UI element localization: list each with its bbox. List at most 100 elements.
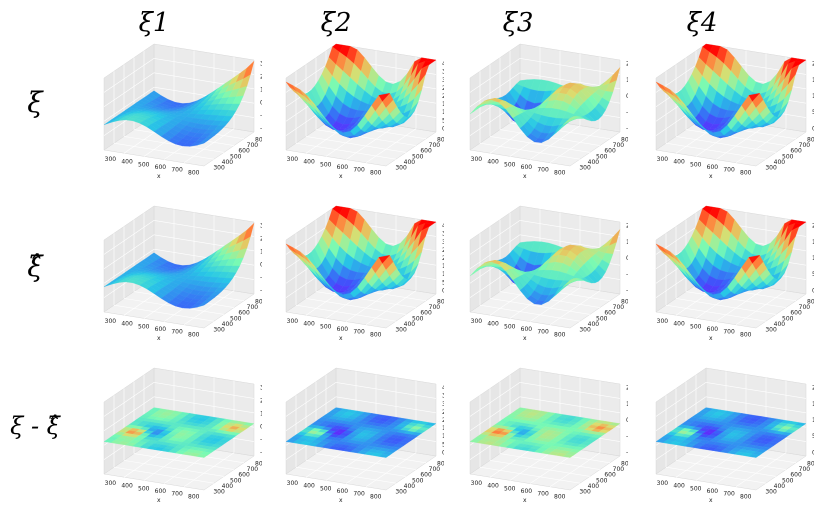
grid-line xyxy=(665,466,767,484)
z-tick-label: 200 xyxy=(626,223,628,230)
z-tick-label: 10 xyxy=(260,249,262,256)
surface-plot-svg: 200150100500300400500600700800x300400500… xyxy=(655,43,814,180)
x-tick-label: 500 xyxy=(320,161,332,168)
grid-line xyxy=(103,86,155,122)
grid-line xyxy=(305,298,407,315)
x-tick-label: 700 xyxy=(171,491,183,498)
grid-line xyxy=(469,58,521,93)
x-axis-label: x xyxy=(709,173,713,180)
z-tick-label: 35 xyxy=(442,231,444,238)
row-header-xi-diff: ξ - ξ̂ xyxy=(10,412,60,440)
y-tick-label: 400 xyxy=(774,321,786,328)
x-tick-label: 300 xyxy=(105,480,117,487)
x-tick-label: 600 xyxy=(707,164,719,171)
z-tick-label: 15 xyxy=(442,425,444,432)
z-tick-label: -20 xyxy=(260,287,262,294)
x-tick-label: 400 xyxy=(673,321,685,328)
y-tick-label: 300 xyxy=(213,489,225,496)
grid-line xyxy=(123,460,225,477)
surface-patch xyxy=(748,92,761,102)
y-tick-label: 400 xyxy=(404,483,416,490)
x-tick-label: 300 xyxy=(105,318,117,325)
y-tick-label: 600 xyxy=(238,310,250,317)
x-tick-label: 400 xyxy=(487,321,499,328)
z-tick-label: -200 xyxy=(626,125,628,132)
grid-line xyxy=(295,466,397,484)
surface-plot: 2001000-100-200300400500600700800x300400… xyxy=(428,362,628,512)
x-tick-label: 400 xyxy=(303,483,315,490)
z-tick-label: 20 xyxy=(260,236,262,243)
z-tick-label: 50 xyxy=(812,109,814,116)
x-axis-label: x xyxy=(523,173,527,180)
grid-line xyxy=(123,298,225,315)
y-tick-label: 600 xyxy=(790,310,802,317)
x-tick-label: 400 xyxy=(303,159,315,166)
y-tick-label: 500 xyxy=(596,477,608,484)
grid-line xyxy=(655,396,707,432)
y-tick-label: 600 xyxy=(604,472,616,479)
y-tick-label: 500 xyxy=(412,153,424,160)
grid-line xyxy=(183,290,235,326)
y-tick-label: 800 xyxy=(255,460,262,467)
grid-line xyxy=(549,128,601,164)
x-tick-label: 700 xyxy=(537,491,549,498)
z-tick-label: 10 xyxy=(442,271,444,278)
z-tick-label: 20 xyxy=(442,417,444,424)
x-tick-label: 500 xyxy=(320,485,332,492)
surface-patch xyxy=(562,116,574,126)
grid-line xyxy=(655,382,707,417)
grid-line xyxy=(305,460,407,477)
column-header-xi3: ξ3 xyxy=(502,8,534,38)
x-tick-label: 700 xyxy=(353,491,365,498)
grid-line xyxy=(469,220,521,255)
grid-line xyxy=(103,248,155,284)
x-axis-label: x xyxy=(157,173,161,180)
y-tick-label: 400 xyxy=(222,483,234,490)
surface-plot-svg: 4035302520151050300400500600700800x30040… xyxy=(285,205,444,342)
grid-line xyxy=(103,382,155,417)
x-tick-label: 400 xyxy=(121,159,133,166)
z-tick-label: 10 xyxy=(260,411,262,418)
z-tick-label: 30 xyxy=(442,239,444,246)
y-tick-label: 600 xyxy=(238,148,250,155)
x-tick-label: 800 xyxy=(188,331,200,338)
z-tick-label: 150 xyxy=(812,401,814,408)
y-tick-label: 600 xyxy=(790,148,802,155)
x-tick-label: 300 xyxy=(105,156,117,163)
x-axis-label: x xyxy=(709,335,713,342)
x-tick-label: 700 xyxy=(353,167,365,174)
z-tick-label: 0 xyxy=(812,287,814,294)
surface-plot-svg: 200150100500300400500600700800x300400500… xyxy=(655,367,814,504)
grid-line xyxy=(113,142,215,160)
z-tick-label: 0 xyxy=(812,449,814,456)
z-tick-label: 0 xyxy=(442,287,444,294)
z-tick-label: 25 xyxy=(442,85,444,92)
z-tick-label: 40 xyxy=(442,385,444,392)
grid-line xyxy=(335,396,437,414)
surface-patch xyxy=(196,302,208,308)
z-tick-label: 10 xyxy=(442,433,444,440)
row-header-xi-hat: ξ̂ xyxy=(27,250,43,283)
x-tick-label: 700 xyxy=(537,329,549,336)
z-tick-label: 50 xyxy=(812,271,814,278)
row-header-xi: ξ xyxy=(27,86,43,119)
y-tick-label: 400 xyxy=(222,321,234,328)
grid-line xyxy=(305,136,407,153)
grid-line xyxy=(685,291,787,308)
x-tick-label: 500 xyxy=(504,485,516,492)
surface-plot: 200150100500300400500600700800x300400500… xyxy=(614,38,814,188)
y-tick-label: 400 xyxy=(588,159,600,166)
z-tick-label: 150 xyxy=(812,77,814,84)
x-tick-label: 500 xyxy=(138,161,150,168)
x-tick-label: 400 xyxy=(487,483,499,490)
x-tick-label: 800 xyxy=(188,493,200,500)
grid-line xyxy=(183,452,235,488)
y-tick-label: 700 xyxy=(799,304,811,311)
x-tick-label: 400 xyxy=(673,159,685,166)
axis-pane xyxy=(469,205,521,313)
grid-line xyxy=(685,129,787,146)
y-tick-label: 700 xyxy=(799,142,811,149)
x-tick-label: 800 xyxy=(370,493,382,500)
y-tick-label: 400 xyxy=(222,159,234,166)
y-tick-label: 300 xyxy=(579,327,591,334)
